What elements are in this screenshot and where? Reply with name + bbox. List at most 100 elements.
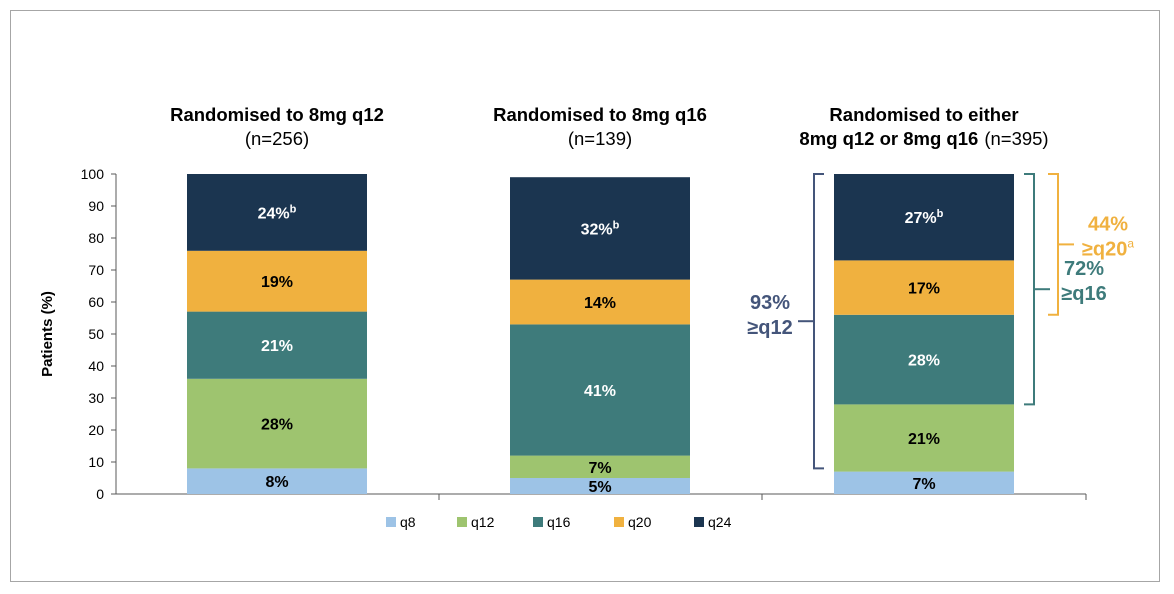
bracket-interval-text: ≥q12 <box>747 317 792 339</box>
legend-item: q20 <box>614 514 652 530</box>
data-label: 41% <box>584 383 616 400</box>
bar-segment-q8 <box>510 478 690 494</box>
data-label: 7% <box>588 460 611 477</box>
bracket-line <box>813 173 824 470</box>
group-title-line2: 8mg q12 or 8mg q16 (n=395) <box>799 128 1048 149</box>
data-label: 28% <box>261 417 293 434</box>
data-label: 5% <box>588 479 611 496</box>
data-label: 7% <box>912 476 935 493</box>
bar-segment-q20 <box>510 279 690 325</box>
data-label-value: 14% <box>584 295 616 312</box>
data-label-value: 24% <box>258 205 290 222</box>
data-label-value: 28% <box>261 417 293 434</box>
group-title: Randomised to 8mg q12 <box>170 104 384 125</box>
bracket-percent: 44% <box>1088 213 1128 235</box>
bar-segment-q12 <box>834 404 1014 472</box>
legend-label: q16 <box>547 514 571 530</box>
y-tick-label: 90 <box>88 198 104 214</box>
group-title-bold: Randomised to either <box>829 104 1018 125</box>
y-tick-label: 0 <box>96 486 104 502</box>
bracket-percent: 72% <box>1064 258 1104 280</box>
data-label-value: 28% <box>908 353 940 370</box>
bar-segment-q8 <box>834 471 1014 494</box>
legend-swatch <box>457 517 467 527</box>
group-title: Randomised to either <box>829 104 1018 125</box>
legend-swatch <box>386 517 396 527</box>
y-tick-label: 10 <box>88 454 104 470</box>
data-label-value: 17% <box>908 281 940 298</box>
legend-swatch <box>533 517 543 527</box>
legend-swatch <box>614 517 624 527</box>
legend-label: q24 <box>708 514 732 530</box>
bar-segment-q16 <box>187 311 367 379</box>
bar-segment-q12 <box>510 455 690 478</box>
data-label: 19% <box>261 274 293 291</box>
legend-label: q8 <box>400 514 416 530</box>
bracket-percent: 93% <box>750 292 790 314</box>
bar-segment-q20 <box>187 250 367 312</box>
y-tick-label: 40 <box>88 358 104 374</box>
bar-segment-q16 <box>510 324 690 456</box>
y-tick-label: 20 <box>88 422 104 438</box>
legend-item: q16 <box>533 514 571 530</box>
legend-item: q8 <box>386 514 416 530</box>
y-tick-label: 70 <box>88 262 104 278</box>
data-label: 8% <box>265 474 288 491</box>
data-label-value: 19% <box>261 274 293 291</box>
data-label-value: 7% <box>912 476 935 493</box>
data-label: 17% <box>908 281 940 298</box>
bracket-interval: ≥q16 <box>1061 283 1106 305</box>
bracket-line <box>1048 173 1059 316</box>
data-label: 24%b <box>258 203 297 222</box>
group-title-bold: Randomised to 8mg q12 <box>170 104 384 125</box>
data-label-value: 32% <box>581 221 613 238</box>
data-label-value: 21% <box>908 431 940 448</box>
legend-label: q20 <box>628 514 652 530</box>
bracket-interval-text: ≥q20 <box>1082 238 1127 260</box>
group-sample-size: (n=256) <box>245 128 309 149</box>
bar-segment-q24 <box>510 177 690 280</box>
data-label: 28% <box>908 353 940 370</box>
y-tick-label: 100 <box>81 166 105 182</box>
legend-item: q12 <box>457 514 495 530</box>
data-label: 27%b <box>905 208 944 227</box>
bracket-superscript: a <box>1127 236 1134 250</box>
group-sample-size: (n=395) <box>984 128 1048 149</box>
data-label-superscript: b <box>613 219 620 231</box>
y-tick-label: 50 <box>88 326 104 342</box>
bracket-interval: ≥q12 <box>747 317 792 339</box>
bar-segment-q24 <box>187 174 367 251</box>
bar-segment-q8 <box>187 468 367 494</box>
group-title: Randomised to 8mg q16 <box>493 104 707 125</box>
data-label-superscript: b <box>290 203 297 215</box>
legend-swatch <box>694 517 704 527</box>
bar-segment-q16 <box>834 314 1014 405</box>
group-title-line2-bold: 8mg q12 or 8mg q16 <box>799 128 978 149</box>
y-tick-label: 30 <box>88 390 104 406</box>
y-tick-label: 80 <box>88 230 104 246</box>
bracket: 93% ≥q12 <box>747 173 824 470</box>
bracket: 44%≥q20a <box>1048 173 1134 316</box>
data-label-value: 41% <box>584 383 616 400</box>
data-label: 21% <box>261 338 293 355</box>
y-tick-label: 60 <box>88 294 104 310</box>
bar-segment-q12 <box>187 378 367 469</box>
bar-segment-q24 <box>834 174 1014 261</box>
data-label-value: 21% <box>261 338 293 355</box>
data-label-value: 27% <box>905 210 937 227</box>
bracket-line <box>1024 173 1035 406</box>
y-axis-label: Patients (%) <box>39 291 56 377</box>
chart-frame <box>10 10 1160 582</box>
legend-label: q12 <box>471 514 495 530</box>
data-label: 14% <box>584 295 616 312</box>
data-label-value: 7% <box>588 460 611 477</box>
bracket-interval-text: ≥q16 <box>1061 283 1106 305</box>
group-title-bold: Randomised to 8mg q16 <box>493 104 707 125</box>
bracket: 72% ≥q16 <box>1024 173 1107 406</box>
group-sample-size: (n=139) <box>568 128 632 149</box>
legend-item: q24 <box>694 514 732 530</box>
data-label-value: 5% <box>588 479 611 496</box>
bracket-interval: ≥q20a <box>1082 236 1134 260</box>
bar-segment-q20 <box>834 260 1014 315</box>
